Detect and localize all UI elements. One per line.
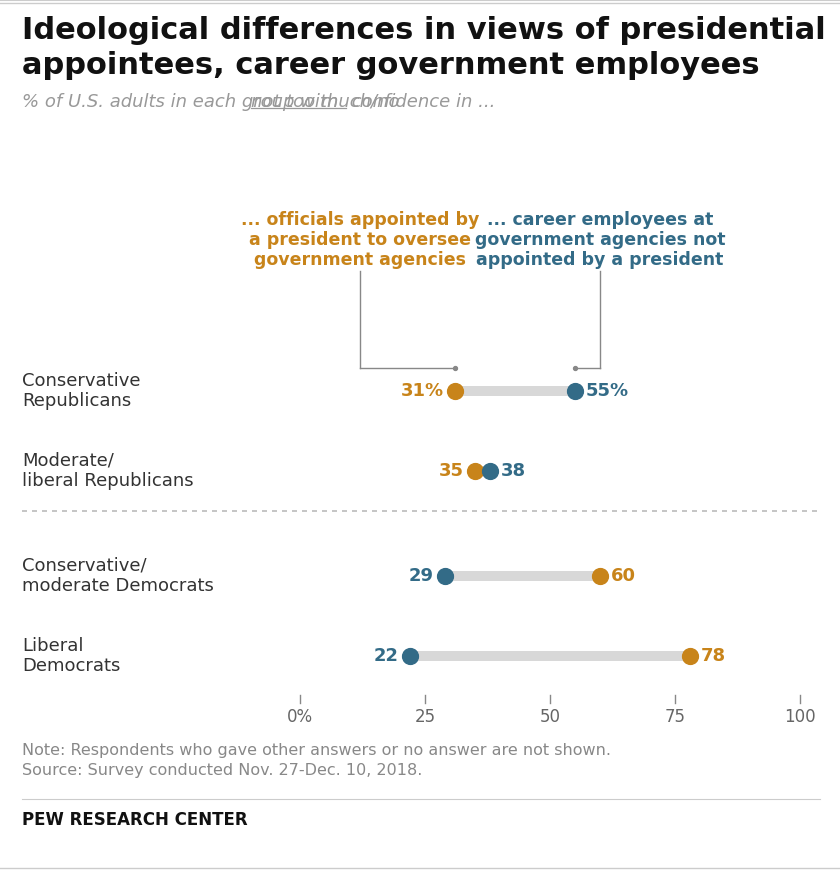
FancyBboxPatch shape <box>410 651 690 661</box>
Text: 22: 22 <box>374 647 399 665</box>
Text: 60: 60 <box>611 567 636 585</box>
Text: ... career employees at: ... career employees at <box>487 211 713 229</box>
FancyBboxPatch shape <box>445 571 600 581</box>
Text: Liberal
Democrats: Liberal Democrats <box>22 637 120 675</box>
Text: 100: 100 <box>785 708 816 726</box>
Text: 78: 78 <box>701 647 726 665</box>
Text: 29: 29 <box>409 567 434 585</box>
Text: 75: 75 <box>664 708 685 726</box>
Text: Ideological differences in views of presidential: Ideological differences in views of pres… <box>22 16 826 45</box>
Text: not too much/no: not too much/no <box>250 93 399 111</box>
Text: 0%: 0% <box>287 708 313 726</box>
Point <box>483 464 496 478</box>
Text: PEW RESEARCH CENTER: PEW RESEARCH CENTER <box>22 811 248 829</box>
Text: Conservative
Republicans: Conservative Republicans <box>22 372 140 410</box>
Point <box>438 569 452 583</box>
FancyBboxPatch shape <box>455 386 575 396</box>
Text: Moderate/
liberal Republicans: Moderate/ liberal Republicans <box>22 451 194 490</box>
FancyBboxPatch shape <box>475 466 490 476</box>
Text: 38: 38 <box>501 462 526 480</box>
Point <box>449 384 462 398</box>
Text: Source: Survey conducted Nov. 27-Dec. 10, 2018.: Source: Survey conducted Nov. 27-Dec. 10… <box>22 763 423 778</box>
Point <box>569 361 582 375</box>
Point <box>403 649 417 663</box>
Point <box>683 649 696 663</box>
Text: 50: 50 <box>539 708 560 726</box>
Text: 55%: 55% <box>586 382 629 400</box>
Text: government agencies: government agencies <box>254 251 466 269</box>
Point <box>449 361 462 375</box>
Text: 25: 25 <box>414 708 436 726</box>
Text: confidence in ...: confidence in ... <box>346 93 496 111</box>
Text: a president to oversee: a president to oversee <box>249 231 471 249</box>
Text: appointees, career government employees: appointees, career government employees <box>22 51 759 80</box>
Text: appointed by a president: appointed by a president <box>476 251 724 269</box>
Text: % of U.S. adults in each group with: % of U.S. adults in each group with <box>22 93 344 111</box>
Point <box>569 384 582 398</box>
Text: Note: Respondents who gave other answers or no answer are not shown.: Note: Respondents who gave other answers… <box>22 743 611 758</box>
Text: ... officials appointed by: ... officials appointed by <box>241 211 479 229</box>
Text: Conservative/
moderate Democrats: Conservative/ moderate Democrats <box>22 557 214 596</box>
Point <box>593 569 606 583</box>
Point <box>468 464 481 478</box>
Text: 35: 35 <box>439 462 464 480</box>
Text: 31%: 31% <box>401 382 444 400</box>
Text: government agencies not: government agencies not <box>475 231 725 249</box>
